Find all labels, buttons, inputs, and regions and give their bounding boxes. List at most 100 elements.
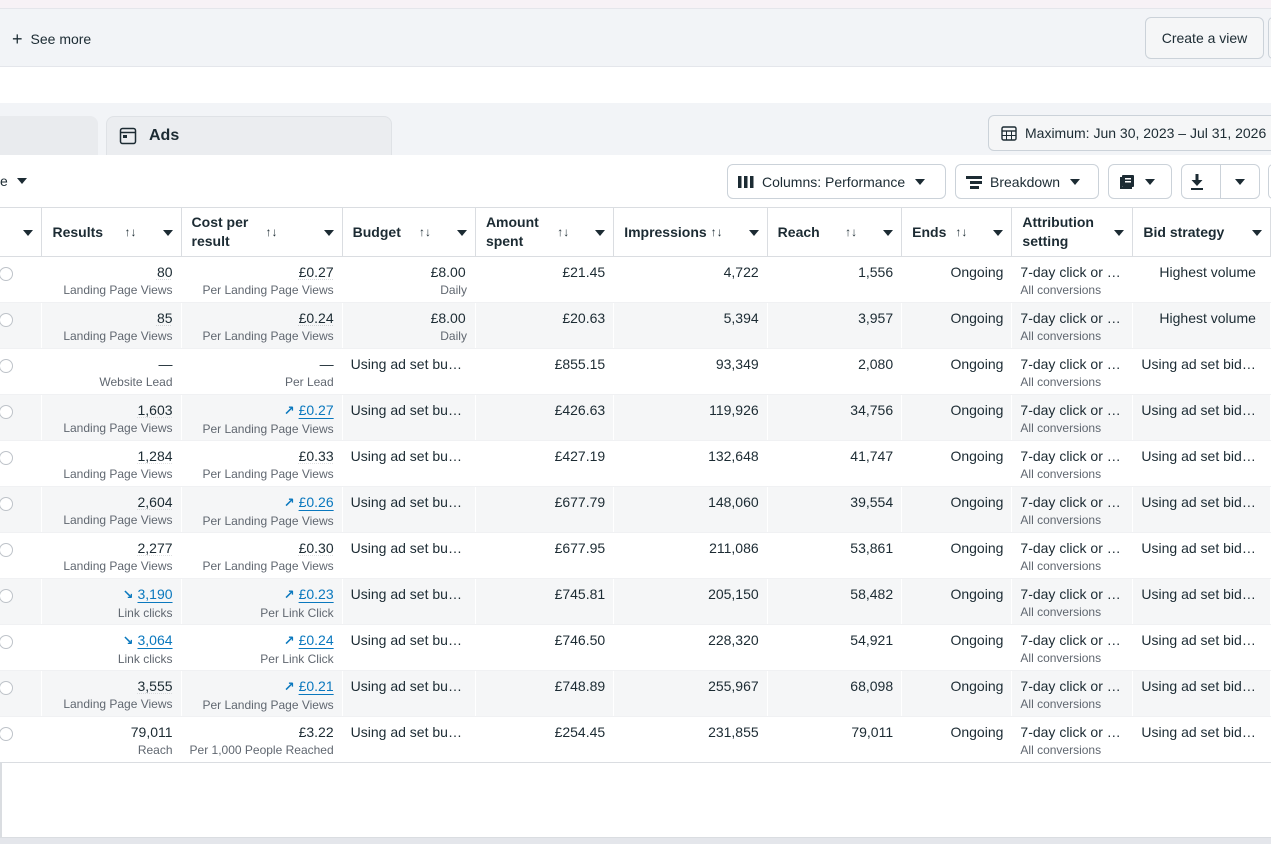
row-radio[interactable]: [0, 681, 13, 695]
cost-per-result-value[interactable]: £0.21: [299, 678, 334, 694]
results-value[interactable]: 3,064: [137, 632, 172, 648]
table-row[interactable]: ↘ 3,064 Link clicks ↗ £0.24 Per Link Click Usi…: [0, 625, 1271, 671]
chevron-down-icon[interactable]: [749, 230, 759, 236]
row-select-cell[interactable]: [0, 579, 42, 625]
results-value[interactable]: 3,190: [137, 586, 172, 602]
attribution-value: 7-day click or 1-day view: [1020, 356, 1124, 372]
horizontal-scrollbar[interactable]: [0, 837, 1271, 844]
attribution-sub: All conversions: [1020, 697, 1124, 711]
row-radio[interactable]: [0, 543, 13, 557]
row-select-cell[interactable]: [0, 303, 42, 349]
chevron-down-icon: [1070, 179, 1080, 185]
table-row[interactable]: 80 Landing Page Views £0.27 Per Landing Pag…: [0, 257, 1271, 303]
row-select-cell[interactable]: [0, 533, 42, 579]
chevron-down-icon[interactable]: [993, 230, 1003, 236]
reports-button[interactable]: [1108, 164, 1172, 199]
bid-strategy-value: Using ad set bid strategy: [1141, 448, 1257, 464]
see-more-button[interactable]: + See more: [12, 27, 91, 51]
table-row[interactable]: 1,603 Landing Page Views ↗ £0.27 Per Landing…: [0, 395, 1271, 441]
bid-strategy-cell: Using ad set bid strategy: [1133, 441, 1271, 487]
chevron-down-icon[interactable]: [163, 230, 173, 236]
row-radio[interactable]: [0, 589, 13, 603]
row-radio[interactable]: [0, 405, 13, 419]
download-icon[interactable]: [1182, 165, 1221, 198]
column-header-content: Cost per result ↑↓: [192, 208, 332, 256]
column-header-impressions[interactable]: Impressions ↑↓: [614, 208, 767, 257]
column-header-cost-per-result[interactable]: Cost per result ↑↓: [181, 208, 342, 257]
sort-icon[interactable]: ↑↓: [711, 223, 723, 242]
table-row[interactable]: — Website Lead — Per Lead Using ad set budge…: [0, 349, 1271, 395]
budget-value: Using ad set budget: [351, 356, 466, 372]
column-header-ends[interactable]: Ends ↑↓: [902, 208, 1012, 257]
column-header-budget[interactable]: Budget ↑↓: [342, 208, 475, 257]
chevron-down-icon[interactable]: [595, 230, 605, 236]
bid-strategy-value: Using ad set bid strategy: [1141, 724, 1257, 740]
row-select-cell[interactable]: [0, 349, 42, 395]
cost-per-result-value[interactable]: £0.27: [299, 402, 334, 418]
chevron-down-icon[interactable]: [1252, 230, 1262, 236]
table-row[interactable]: 3,555 Landing Page Views ↗ £0.21 Per Landing…: [0, 671, 1271, 717]
column-header-amount-spent[interactable]: Amount spent ↑↓: [475, 208, 613, 257]
budget-cell: Using ad set budget: [342, 349, 475, 395]
sort-icon[interactable]: ↑↓: [557, 223, 569, 242]
export-button[interactable]: [1181, 164, 1260, 199]
sort-icon[interactable]: ↑↓: [266, 223, 278, 242]
table-row[interactable]: 1,284 Landing Page Views £0.33 Per Landing …: [0, 441, 1271, 487]
budget-cell: £8.00 Daily: [342, 303, 475, 349]
sort-icon[interactable]: ↑↓: [125, 223, 137, 242]
table-row[interactable]: 85 Landing Page Views £0.24 Per Landing Pag…: [0, 303, 1271, 349]
chevron-down-icon[interactable]: [457, 230, 467, 236]
tab-ad-sets[interactable]: [0, 116, 98, 155]
table-row[interactable]: ↘ 3,190 Link clicks ↗ £0.23 Per Link Click Usi…: [0, 579, 1271, 625]
results-cell: 85 Landing Page Views: [42, 303, 181, 349]
trend-icon: ↘: [123, 587, 134, 602]
row-radio[interactable]: [0, 727, 13, 741]
row-radio[interactable]: [0, 359, 13, 373]
table-row[interactable]: 2,277 Landing Page Views £0.30 Per Landing …: [0, 533, 1271, 579]
row-select-cell[interactable]: [0, 395, 42, 441]
sort-icon[interactable]: ↑↓: [845, 223, 857, 242]
row-select-cell[interactable]: [0, 257, 42, 303]
chevron-down-icon[interactable]: [883, 230, 893, 236]
cost-per-result-value[interactable]: £0.23: [299, 586, 334, 602]
sort-icon[interactable]: ↑↓: [955, 223, 967, 242]
row-select-cell[interactable]: [0, 487, 42, 533]
column-header-attribution-setting[interactable]: Attribution setting: [1012, 208, 1133, 257]
cost-per-result-sub: Per Landing Page Views: [190, 514, 334, 528]
row-select-cell[interactable]: [0, 717, 42, 763]
column-header-reach[interactable]: Reach ↑↓: [767, 208, 901, 257]
results-cell: 80 Landing Page Views: [42, 257, 181, 303]
row-radio[interactable]: [0, 635, 13, 649]
row-select-cell[interactable]: [0, 625, 42, 671]
cost-per-result-value-line: £0.30: [190, 540, 334, 556]
ads-table: Results ↑↓ Cost per result ↑↓ Budget ↑↓ Amount…: [0, 207, 1271, 763]
export-menu-toggle[interactable]: [1221, 165, 1259, 198]
attribution-sub: All conversions: [1020, 329, 1124, 343]
chevron-down-icon[interactable]: [324, 230, 334, 236]
chevron-down-icon[interactable]: [23, 230, 33, 236]
sort-icon[interactable]: ↑↓: [419, 223, 431, 242]
row-radio[interactable]: [0, 313, 13, 327]
view-selector[interactable]: e: [0, 173, 27, 189]
column-header-results[interactable]: Results ↑↓: [42, 208, 181, 257]
row-radio[interactable]: [0, 451, 13, 465]
columns-button[interactable]: Columns: Performance: [727, 164, 946, 199]
chevron-down-icon[interactable]: [1114, 230, 1124, 236]
table-row[interactable]: 2,604 Landing Page Views ↗ £0.26 Per Landing…: [0, 487, 1271, 533]
cost-per-result-value[interactable]: £0.24: [299, 632, 334, 648]
date-range-picker[interactable]: Maximum: Jun 30, 2023 – Jul 31, 2026: [988, 115, 1271, 151]
row-radio[interactable]: [0, 497, 13, 511]
cost-per-result-value-line: £0.27: [190, 264, 334, 280]
create-view-button[interactable]: Create a view: [1145, 17, 1264, 59]
tab-ads[interactable]: Ads: [106, 116, 392, 155]
column-header-bid-strategy[interactable]: Bid strategy: [1133, 208, 1271, 257]
attribution-value: 7-day click or 1-day view: [1020, 402, 1124, 418]
row-select-cell[interactable]: [0, 671, 42, 717]
table-row[interactable]: 79,011 Reach £3.22 Per 1,000 People Reached…: [0, 717, 1271, 763]
row-select-cell[interactable]: [0, 441, 42, 487]
row-radio[interactable]: [0, 267, 13, 281]
budget-value: Using ad set budget: [351, 678, 466, 694]
cost-per-result-value[interactable]: £0.26: [299, 494, 334, 510]
column-header-name[interactable]: [0, 208, 42, 257]
breakdown-button[interactable]: Breakdown: [955, 164, 1099, 199]
